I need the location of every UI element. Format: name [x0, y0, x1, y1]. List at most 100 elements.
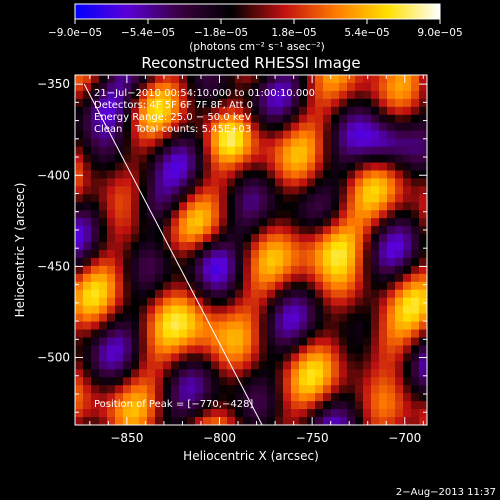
heatmap-cell [131, 385, 140, 394]
heatmap-cell [339, 393, 348, 402]
heatmap-cell [331, 154, 340, 164]
heatmap-cell [371, 313, 380, 323]
heatmap-cell [283, 417, 292, 425]
heatmap-cell [291, 106, 300, 116]
heatmap-cell [275, 369, 284, 378]
heatmap-cell [363, 194, 372, 203]
heatmap-cell [147, 257, 156, 267]
heatmap-cell [339, 401, 348, 410]
heatmap-cell [387, 385, 396, 394]
heatmap-cell [291, 385, 300, 394]
heatmap-cell [363, 361, 372, 370]
heatmap-cell [211, 90, 220, 100]
heatmap-cell [291, 281, 300, 291]
heatmap-cell [155, 321, 164, 331]
heatmap-cell [267, 154, 276, 164]
heatmap-cell [219, 281, 228, 291]
heatmap-cell [107, 257, 116, 267]
heatmap-cell [243, 106, 252, 116]
heatmap-cell [315, 313, 324, 323]
heatmap-cell [387, 146, 396, 156]
heatmap-cell [347, 353, 356, 362]
heatmap-cell [91, 114, 100, 124]
heatmap-cell [99, 401, 108, 410]
heatmap-cell [323, 234, 332, 243]
heatmap-cell [195, 409, 204, 418]
heatmap-cell [211, 170, 220, 179]
heatmap-cell [163, 186, 172, 195]
heatmap-cell [259, 321, 268, 331]
heatmap-cell [91, 321, 100, 331]
heatmap-cell [275, 337, 284, 347]
heatmap-cell [147, 226, 156, 235]
heatmap-cell [307, 234, 316, 243]
heatmap-cell [195, 265, 204, 275]
heatmap-cell [379, 114, 388, 124]
heatmap-cell [155, 289, 164, 299]
heatmap-cell [123, 138, 132, 148]
heatmap-cell [139, 234, 148, 243]
heatmap-cell [299, 234, 308, 243]
heatmap-cell [83, 242, 92, 251]
heatmap-cell [75, 210, 84, 219]
heatmap-cell [219, 385, 228, 394]
heatmap-cell [283, 250, 292, 259]
heatmap-cell [363, 114, 372, 124]
heatmap-cell [155, 218, 164, 227]
heatmap-cell [147, 321, 156, 331]
heatmap-cell [355, 234, 364, 243]
heatmap-cell [227, 186, 236, 195]
heatmap-cell [139, 361, 148, 370]
heatmap-cell [283, 265, 292, 275]
heatmap-cell [155, 82, 164, 92]
heatmap-cell [227, 170, 236, 179]
heatmap-cell [275, 170, 284, 179]
heatmap-cell [371, 353, 380, 362]
heatmap-cell [107, 114, 116, 124]
heatmap-cell [299, 257, 308, 267]
heatmap-cell [83, 401, 92, 410]
heatmap-cell [355, 401, 364, 410]
heatmap-cell [251, 313, 260, 323]
heatmap-cell [131, 257, 140, 267]
heatmap-cell [355, 226, 364, 235]
heatmap-cell [259, 242, 268, 251]
heatmap-cell [307, 385, 316, 394]
heatmap-cell [411, 90, 420, 100]
heatmap-cell [355, 297, 364, 307]
heatmap-cell [363, 393, 372, 402]
heatmap-cell [99, 186, 108, 195]
heatmap-cell [115, 321, 124, 331]
heatmap-cell [155, 138, 164, 148]
heatmap-cell [219, 297, 228, 307]
heatmap-cell [371, 305, 380, 315]
heatmap-cell [331, 353, 340, 362]
heatmap-cell [411, 297, 420, 307]
heatmap-cell [251, 162, 260, 172]
heatmap-cell [227, 178, 236, 187]
heatmap-cell [131, 122, 140, 132]
heatmap-cell [203, 369, 212, 378]
heatmap-cell [411, 385, 420, 394]
heatmap-cell [99, 297, 108, 307]
heatmap-cell [179, 297, 188, 307]
heatmap-cell [323, 242, 332, 251]
heatmap-cell [259, 114, 268, 124]
heatmap-cell [123, 377, 132, 386]
heatmap-cell [203, 321, 212, 331]
heatmap-cell [267, 138, 276, 148]
heatmap-cell [395, 337, 404, 347]
heatmap-cell [99, 242, 108, 251]
heatmap-cell [315, 273, 324, 283]
heatmap-cell [323, 385, 332, 394]
heatmap-cell [267, 98, 276, 108]
heatmap-cell [171, 409, 180, 418]
heatmap-cell [283, 401, 292, 410]
heatmap-cell [331, 250, 340, 259]
heatmap-cell [75, 226, 84, 235]
heatmap-cell [291, 321, 300, 331]
heatmap-cell [91, 82, 100, 92]
heatmap-cell [123, 234, 132, 243]
heatmap-cell [403, 385, 412, 394]
heatmap-cell [347, 242, 356, 251]
